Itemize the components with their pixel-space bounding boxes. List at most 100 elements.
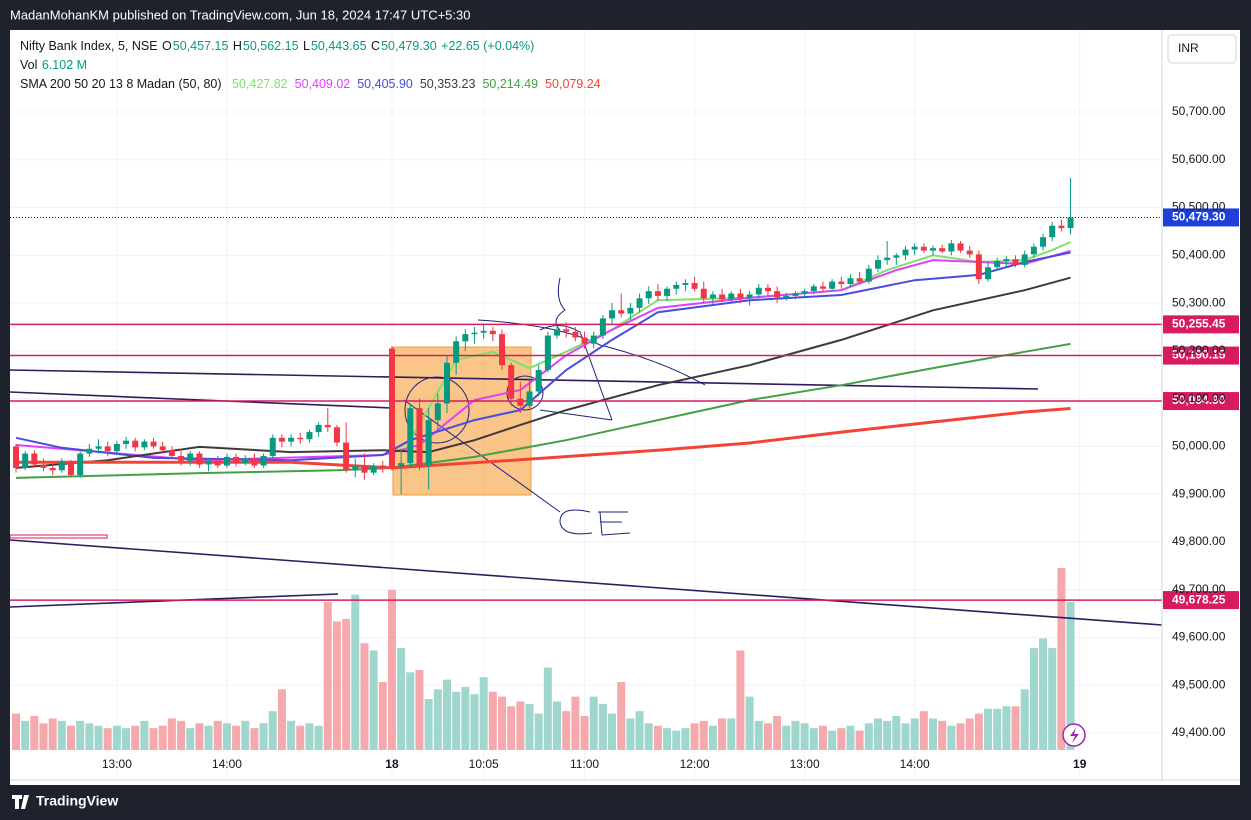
volume-bar (378, 682, 387, 750)
candle-body (810, 286, 817, 292)
volume-bar (369, 650, 378, 750)
candle-body (709, 294, 716, 299)
candle-body (737, 293, 744, 299)
last-price-label: 50,479.30 (1172, 210, 1226, 224)
price-lines: 50,255.45 50,190.15 50,094.90 49,678.25 50,4… (10, 208, 1239, 610)
volume-bar (873, 718, 882, 750)
volume-bar (351, 594, 360, 750)
candle-body (1067, 217, 1074, 229)
volume-bar (498, 696, 507, 750)
currency[interactable]: INR (1178, 41, 1199, 55)
candle-body (975, 254, 982, 280)
candle-body (664, 288, 671, 296)
candle-body (343, 442, 350, 471)
volume-bar (277, 689, 286, 750)
volume-bar (452, 691, 461, 750)
currency-button[interactable] (1167, 34, 1237, 64)
y-tick-label: 50,000.00 (1172, 439, 1226, 453)
volume-bar (837, 728, 846, 750)
candle-body (398, 463, 405, 467)
candle-body (654, 291, 661, 296)
volume-bar (919, 711, 928, 750)
indicator-value: 50,214.49 (482, 77, 539, 91)
volume-bar (993, 708, 1002, 750)
candle-body (783, 295, 790, 298)
volume-bar (635, 711, 644, 750)
volume-bar (699, 720, 708, 750)
volume-bar (287, 720, 296, 750)
volume-bar (76, 720, 85, 750)
indicator-line (15, 342, 1071, 479)
y-tick-label: 50,200.00 (1172, 343, 1226, 357)
candle-body (379, 465, 386, 468)
candle-body (425, 420, 432, 466)
y-tick-label: 50,100.00 (1172, 391, 1226, 405)
candle-body (58, 461, 65, 471)
candle-body (728, 293, 735, 300)
volume-bar (140, 720, 149, 750)
candle-body (1003, 259, 1010, 262)
volume-bar (543, 667, 552, 750)
volume-bar (571, 696, 580, 750)
volume-bar (644, 723, 653, 750)
volume-bar (608, 713, 617, 750)
volume-bar (791, 720, 800, 750)
volume-bar (580, 716, 589, 750)
candle-body (242, 458, 249, 464)
volume-bar (67, 725, 76, 750)
volume-pane (12, 568, 1075, 750)
legend-key: L (303, 39, 310, 53)
candle-body (123, 440, 130, 445)
candle-body (874, 260, 881, 269)
volume-bar (1048, 648, 1057, 750)
candle-body (508, 365, 515, 399)
volume-bar (984, 708, 993, 750)
volume-bar (232, 725, 241, 750)
candle-body (306, 432, 313, 440)
volume-bar (846, 725, 855, 750)
volume-bar (424, 699, 433, 750)
volume-bar (1020, 689, 1029, 750)
volume-bar (259, 723, 268, 750)
candle-body (86, 448, 93, 454)
candle-body (49, 467, 56, 471)
candle-body (22, 453, 29, 468)
volume-bar (516, 701, 525, 750)
candle-body (407, 408, 414, 464)
volume-bar (708, 725, 717, 750)
volume-bar (131, 725, 140, 750)
candle-body (1030, 246, 1037, 255)
volume-bar (727, 718, 736, 750)
volume-bar (818, 725, 827, 750)
volume-bar (213, 720, 222, 750)
candle-body (599, 318, 606, 336)
candle-body (801, 291, 808, 294)
y-tick-label: 49,500.00 (1172, 677, 1226, 691)
volume-bar (663, 728, 672, 750)
volume-bar (57, 720, 66, 750)
legend-value: 50,443.65 (310, 39, 367, 53)
indicator-line (15, 276, 1071, 469)
x-tick-label: 18 (385, 757, 399, 771)
candle-body (682, 283, 689, 285)
candle-body (673, 284, 680, 289)
trend-line (10, 369, 1039, 390)
candle-body (774, 291, 781, 298)
volume-bar (342, 618, 351, 750)
volume-bar (149, 728, 158, 750)
volume-bar (1029, 648, 1038, 750)
candle-body (178, 455, 185, 461)
volume-bar (1057, 568, 1066, 750)
volume-bar (360, 643, 369, 750)
candle-body (645, 291, 652, 299)
candle-body (462, 334, 469, 342)
legend-key: O (162, 39, 172, 53)
candle-body (1012, 259, 1019, 265)
volume-bar (39, 723, 48, 750)
volume-bar (241, 720, 250, 750)
volume-bar (305, 723, 314, 750)
candle-body (902, 249, 909, 256)
volume-bar (21, 720, 30, 750)
volume-bar (12, 713, 20, 750)
